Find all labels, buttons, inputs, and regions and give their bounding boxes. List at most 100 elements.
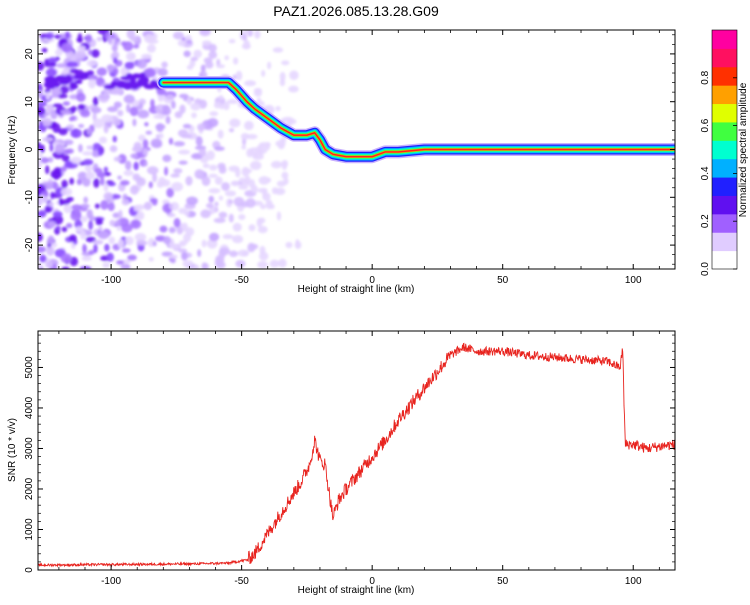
noise-blob [38,152,43,158]
noise-blob [183,50,191,58]
noise-blob [111,44,118,52]
noise-blob [249,160,262,171]
noise-blob [238,214,246,221]
noise-blob [42,137,54,142]
noise-blob [219,247,231,256]
noise-blob [117,109,124,117]
noise-blob [135,176,143,182]
snr-x-axis-label: Height of straight line (km) [298,585,415,596]
noise-blob [131,73,142,79]
noise-blob [51,242,58,248]
noise-blob [261,70,266,77]
noise-blob [151,80,159,88]
noise-blob [103,192,114,201]
noise-blob [255,144,268,155]
noise-blob [69,234,77,242]
noise-blob [155,123,166,130]
noise-blob [87,49,93,56]
noise-blob [38,209,47,218]
noise-blob [38,106,46,116]
snr-y-axis-label: SNR (10 * v/v) [7,418,18,482]
noise-blob [86,128,92,136]
noise-blob [38,141,41,150]
noise-blob [66,124,75,130]
noise-blob [182,123,192,129]
noise-blob [208,173,218,178]
noise-blob [265,141,271,151]
noise-blob [240,132,250,140]
noise-blob [94,203,100,209]
noise-blob [55,49,63,56]
noise-blob [161,61,168,68]
colorbar-tick-label: 0.6 [700,118,711,132]
noise-blob [91,49,100,58]
noise-blob [172,31,185,40]
noise-blob [184,211,190,216]
noise-blob [242,33,248,41]
noise-blob [228,199,233,204]
spectrogram-x-tick-label: 50 [497,275,509,286]
noise-blob [144,33,156,44]
noise-blob [88,220,94,231]
noise-blob [159,225,168,233]
snr-series-line [38,342,675,568]
noise-blob [269,259,280,268]
noise-blob [165,115,171,125]
noise-blob [272,47,284,53]
noise-blob [58,198,63,206]
noise-blob [217,129,224,139]
noise-blob [200,209,211,219]
noise-blob [151,141,163,149]
noise-blob [162,106,172,116]
noise-blob [260,204,266,210]
noise-blob [80,215,88,223]
noise-blob [132,118,137,127]
noise-blob [112,212,121,219]
noise-blob [90,106,102,114]
spectrogram-y-tick-label: 20 [24,48,35,60]
noise-blob [117,239,125,249]
noise-blob [222,234,234,240]
spectrogram-y-tick-label: 10 [24,96,35,108]
noise-blob [258,176,270,185]
noise-blob [190,102,201,111]
noise-blob [171,100,176,109]
noise-blob [206,238,218,249]
noise-blob [39,254,47,263]
noise-blob [181,251,188,261]
noise-blob [61,226,68,232]
noise-blob [170,258,176,264]
colorbar-segment [712,66,737,86]
noise-blob [59,85,69,94]
noise-blob [78,144,83,153]
noise-blob [130,82,140,90]
noise-blob [278,258,287,268]
noise-blob [92,111,97,122]
noise-blob [77,45,86,52]
noise-blob [248,224,256,232]
noise-blob [206,150,215,161]
noise-blob [62,101,71,106]
noise-blob [52,121,57,128]
noise-blob [191,112,197,119]
noise-blob [165,94,175,101]
noise-blob [69,68,79,74]
noise-blob [262,192,271,201]
noise-blob [151,198,158,206]
noise-blob [201,40,212,46]
noise-blob [73,208,82,218]
colorbar-segment [712,48,737,68]
spectrogram-x-tick-label: 0 [369,275,375,286]
noise-blob [170,173,180,178]
noise-blob [74,79,83,84]
noise-blob [85,171,96,180]
noise-blob [124,61,135,70]
noise-blob [124,160,132,171]
noise-blob [41,47,48,53]
snr-x-tick-label: 0 [369,576,375,587]
noise-blob [214,176,223,185]
noise-blob [41,37,48,43]
noise-blob [51,86,62,96]
noise-blob [47,235,55,245]
